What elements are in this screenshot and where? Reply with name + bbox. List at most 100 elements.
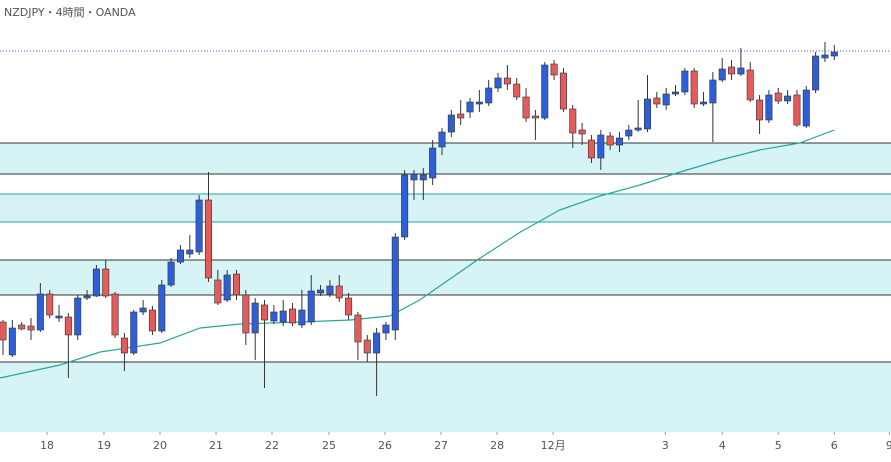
candle-body: [681, 70, 689, 93]
candle-body: [615, 137, 623, 146]
candle-body: [401, 174, 409, 238]
candle-body: [261, 304, 269, 321]
candle-body: [457, 113, 465, 119]
candle-body: [569, 108, 577, 134]
candle-body: [279, 310, 287, 323]
candle-body: [0, 321, 7, 341]
candle-body: [475, 101, 483, 105]
candle-body: [466, 101, 474, 113]
x-tick-label: 22: [265, 439, 279, 452]
candle-body: [214, 279, 222, 304]
candle-body: [672, 91, 680, 95]
moving-average: [0, 129, 835, 379]
candle-body: [335, 285, 343, 299]
candle-body: [709, 79, 717, 104]
x-tick-label: 19: [97, 439, 111, 452]
candle-body: [345, 297, 353, 316]
candle-body: [195, 199, 203, 253]
x-tick-label: 20: [153, 439, 167, 452]
candle-body: [83, 295, 91, 299]
x-tick-label: 21: [209, 439, 223, 452]
candle-body: [765, 94, 773, 121]
candle-body: [597, 134, 605, 159]
candle-body: [429, 147, 437, 179]
candle-body: [485, 87, 493, 104]
candle-body: [139, 307, 147, 313]
candle-body: [643, 98, 651, 130]
candle-body: [700, 101, 708, 105]
candle-body: [756, 99, 764, 121]
candle-body: [559, 72, 567, 110]
candle-body: [204, 199, 212, 279]
candle-body: [606, 135, 614, 146]
candle-body: [382, 324, 390, 334]
candle-body: [270, 311, 278, 322]
x-tick-label: 3: [662, 439, 669, 452]
candle-body: [587, 139, 595, 159]
x-tick-label: 5: [775, 439, 782, 452]
candle-body: [92, 268, 100, 297]
candle-body: [167, 261, 175, 286]
candle-body: [242, 294, 250, 334]
candle-body: [223, 274, 231, 301]
candle-body: [784, 95, 792, 102]
candle-body: [662, 93, 670, 106]
x-tick-label: 28: [490, 439, 504, 452]
zone: [0, 143, 891, 174]
candle-body: [111, 293, 119, 336]
candle-body: [176, 249, 184, 263]
candle-body: [251, 302, 259, 334]
candle-body: [653, 97, 661, 105]
candle-body: [746, 69, 754, 101]
x-tick-label: 25: [322, 439, 336, 452]
candle-body: [158, 284, 166, 332]
candle-body: [578, 129, 586, 135]
candle-body: [55, 315, 63, 319]
candle-body: [289, 308, 297, 324]
candle-body: [774, 92, 782, 102]
candle-body: [18, 324, 26, 330]
candle-body: [326, 285, 334, 295]
candle-body: [46, 293, 54, 316]
zone: [0, 260, 891, 295]
candle-body: [690, 70, 698, 105]
x-tick-label: 18: [40, 439, 54, 452]
candle-body: [298, 309, 306, 326]
candle-body: [8, 327, 16, 356]
candle-body: [494, 77, 502, 89]
candle-body: [233, 273, 241, 296]
candle-body: [728, 66, 736, 75]
candle-body: [737, 67, 745, 75]
candle-body: [625, 129, 633, 137]
x-tick-label: 6: [831, 439, 838, 452]
candle-body: [531, 115, 539, 119]
candle-body: [391, 236, 399, 331]
x-tick-label: 26: [378, 439, 392, 452]
candle-body: [186, 249, 194, 255]
candle-body: [64, 316, 72, 336]
candle-body: [317, 289, 325, 294]
x-axis-strip: [0, 432, 891, 458]
candle-body: [373, 332, 381, 354]
candle-body: [821, 54, 829, 59]
candle-body: [438, 131, 446, 148]
candle-body: [410, 173, 418, 181]
candle-body: [363, 339, 371, 354]
candle-body: [634, 127, 642, 131]
x-tick-label: 9: [886, 439, 891, 452]
candle-body: [793, 94, 801, 126]
x-tick-label: 4: [719, 439, 726, 452]
candle-body: [541, 64, 549, 119]
candle-body: [419, 174, 427, 181]
candle-body: [148, 309, 156, 332]
candle-body: [718, 68, 726, 81]
candle-body: [550, 63, 558, 76]
candle-body: [354, 314, 362, 343]
candle-body: [27, 325, 35, 331]
candle-body: [812, 55, 820, 91]
candle-body: [447, 114, 455, 133]
candle-body: [120, 337, 128, 354]
zone: [0, 362, 891, 432]
candle-body: [130, 311, 138, 354]
